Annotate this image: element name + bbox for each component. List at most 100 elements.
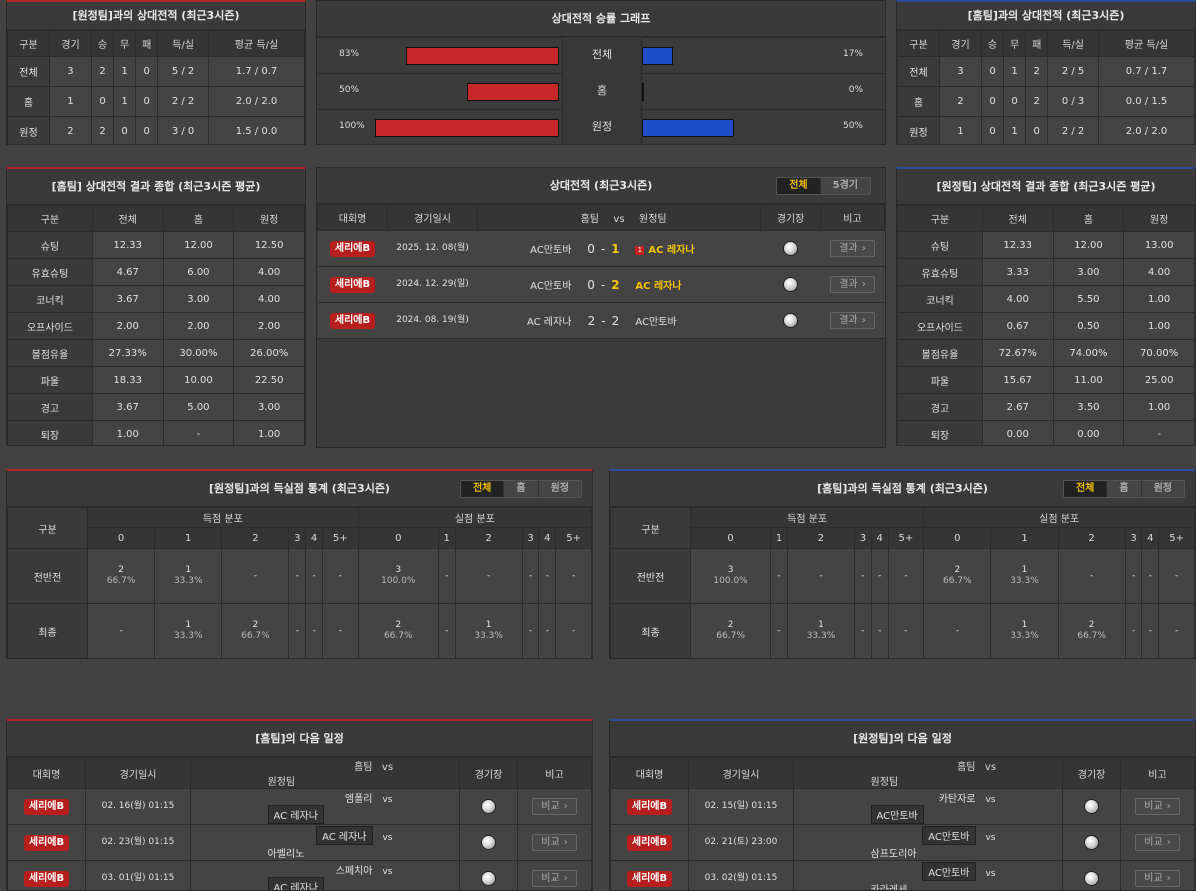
- goal-count-header: 2: [454, 527, 523, 549]
- soccer-ball-icon[interactable]: [481, 799, 496, 814]
- distribution-cell: -: [1141, 548, 1160, 604]
- h2h-matches-tabs: 전체 5경기: [776, 177, 871, 195]
- away-team: AC만토바: [870, 804, 924, 824]
- tab-home[interactable]: 홈: [1107, 481, 1142, 497]
- tab-away[interactable]: 원정: [1153, 483, 1172, 494]
- column-header: 패: [135, 30, 159, 57]
- note-header: 비고: [820, 204, 885, 231]
- league-header: 대회명: [317, 204, 388, 231]
- compare-button[interactable]: 비교 ›: [532, 834, 577, 851]
- table-cell: 2 / 5: [1047, 56, 1099, 87]
- result-button-label: 결과: [839, 243, 858, 254]
- tab-home[interactable]: 홈: [504, 481, 539, 497]
- stadium-cell: [1062, 824, 1121, 861]
- table-row: 볼점유율 72.67% 74.00% 70.00%: [897, 339, 1195, 367]
- graph-row-label: 전체: [562, 37, 642, 74]
- table-cell: 12.00: [162, 231, 235, 259]
- table-row: 최종 2 66.7% -1 33.3% - - - -1 33.3% 2 66.7% - - -: [610, 603, 1195, 658]
- column-header: 전체: [91, 205, 164, 232]
- distribution-cell: -: [305, 548, 323, 604]
- home-team: AC만토바: [922, 861, 976, 881]
- tab-all[interactable]: 전체: [1063, 481, 1108, 497]
- away-team: 아벨리노: [267, 848, 305, 860]
- table-row: 원정 1 0 1 0 2 / 2 2.0 / 2.0: [897, 116, 1195, 144]
- stadium-cell: [459, 860, 518, 890]
- distribution-cell: -: [786, 548, 856, 604]
- table-cell: 0.00: [1052, 420, 1125, 445]
- tab-all[interactable]: 전체: [777, 178, 821, 194]
- compare-button-label: 비교: [1144, 873, 1163, 884]
- soccer-ball-icon[interactable]: [783, 241, 798, 256]
- count: -: [861, 625, 865, 636]
- soccer-ball-icon[interactable]: [783, 277, 798, 292]
- compare-button[interactable]: 비교 ›: [532, 870, 577, 887]
- soccer-ball-icon[interactable]: [1084, 835, 1099, 850]
- home-summary-title: [홈팀] 상대전적 결과 종합 (최근3시즌 평균): [7, 169, 305, 205]
- result-button[interactable]: 결과 ›: [830, 240, 875, 257]
- table-cell: 4.00: [233, 285, 305, 313]
- right-percent: 17%: [842, 49, 863, 59]
- home-goals-table: 구분 득점 분포 실점 분포 0 1 2 3 4 5+ 0 1 2 3 4 5+ 전반전 3 100.0% - - - -…: [610, 507, 1195, 658]
- compare-button[interactable]: 비교 ›: [532, 798, 577, 815]
- tab-5-games[interactable]: 5경기: [832, 180, 858, 191]
- tab-all[interactable]: 전체: [460, 481, 505, 497]
- table-cell: 22.50: [233, 366, 305, 394]
- distribution-cell: -: [321, 548, 359, 604]
- league-badge: 세리에B: [23, 870, 70, 887]
- distribution-cell: -: [870, 603, 889, 658]
- table-cell: 2.0 / 2.0: [1097, 116, 1195, 144]
- table-row: 경고 3.67 5.00 3.00: [7, 393, 305, 421]
- note-header: 비고: [517, 757, 592, 789]
- column-header: 구분: [7, 30, 50, 57]
- table-cell: 4.00: [1123, 258, 1195, 286]
- table-cell: 27.33%: [91, 339, 164, 367]
- league-cell: 세리에B: [610, 788, 689, 825]
- count: 2: [118, 565, 124, 575]
- result-button[interactable]: 결과 ›: [830, 312, 875, 329]
- result-button[interactable]: 결과 ›: [830, 276, 875, 293]
- soccer-ball-icon[interactable]: [1084, 799, 1099, 814]
- date-cell: 2024. 12. 29(일): [387, 266, 478, 303]
- column-header: 홈: [1052, 205, 1125, 232]
- away-team: AC 레자나: [648, 245, 695, 256]
- row-label: 최종: [7, 603, 88, 658]
- compare-button[interactable]: 비교 ›: [1135, 834, 1180, 851]
- table-cell: 18.33: [91, 366, 164, 394]
- distribution-cell: 2 66.7%: [1057, 603, 1126, 658]
- table-cell: 1.00: [1123, 285, 1195, 313]
- column-header: 경기: [938, 30, 982, 57]
- count: 1: [1021, 565, 1028, 575]
- chevron-right-icon: ›: [563, 873, 568, 884]
- home-team-wrap: AC만토바: [851, 825, 976, 845]
- goal-count-header: 3: [521, 527, 540, 549]
- table-row: 세리에B 2025. 12. 08(월) AC만토바 0-1 1 AC 레자나 결과 ›: [317, 230, 885, 267]
- soccer-ball-icon[interactable]: [783, 313, 798, 328]
- soccer-ball-icon[interactable]: [1084, 871, 1099, 886]
- right-percent: 0%: [848, 85, 863, 95]
- tab-away[interactable]: 원정: [550, 483, 569, 494]
- league-badge: 세리에B: [626, 798, 673, 815]
- percent: 66.7%: [943, 576, 972, 586]
- away-team-wrap: AC만토바: [870, 804, 986, 824]
- soccer-ball-icon[interactable]: [481, 835, 496, 850]
- distribution-cell: 2 66.7%: [923, 548, 992, 604]
- table-cell: 1.00: [91, 420, 164, 445]
- compare-button-label: 비교: [541, 801, 560, 812]
- soccer-ball-icon[interactable]: [481, 871, 496, 886]
- teams-header: 홈팀 vs 원정팀: [793, 757, 1063, 789]
- compare-button[interactable]: 비교 ›: [1135, 870, 1180, 887]
- count: 1: [818, 620, 824, 630]
- away-goals-header: [원정팀]과의 득실점 통계 (최근3시즌) 전체 홈 원정: [7, 471, 592, 507]
- table-cell: 0.67: [981, 312, 1054, 340]
- right-bar: [642, 119, 734, 137]
- away-goals-table: 구분 득점 분포 실점 분포 0 1 2 3 4 5+ 0 1 2 3 4 5+ 전반전 2 66.7% 1 33.3…: [7, 507, 592, 658]
- compare-button[interactable]: 비교 ›: [1135, 798, 1180, 815]
- home-score: 0: [587, 277, 595, 292]
- table-cell: 3.00: [233, 393, 305, 421]
- header-row: 0 1 2 3 4 5+ 0 1 2 3 4 5+: [611, 527, 1195, 549]
- away-h2h-title: [원정팀]과의 상대전적 (최근3시즌): [7, 2, 305, 30]
- percent: 66.7%: [383, 631, 413, 641]
- count: -: [819, 570, 823, 581]
- table-cell: 0.00: [981, 420, 1054, 445]
